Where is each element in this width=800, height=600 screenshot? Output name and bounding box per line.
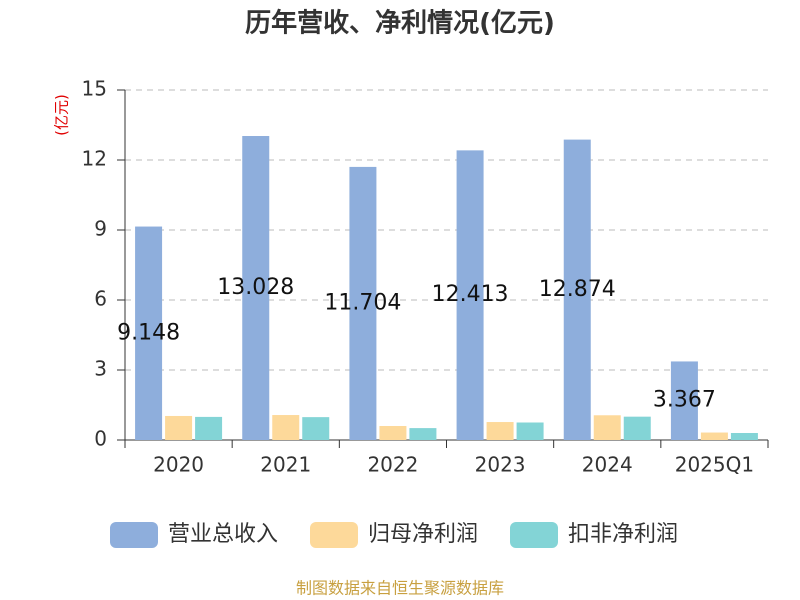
bar <box>165 415 193 440</box>
bar <box>302 417 330 440</box>
legend-label: 归母净利润 <box>368 522 478 547</box>
x-tick-label: 2023 <box>475 453 526 477</box>
y-tick-label: 3 <box>94 357 107 381</box>
x-tick-label: 2025Q1 <box>675 453 754 477</box>
chart-title: 历年营收、净利情况(亿元) <box>245 8 555 39</box>
bar <box>516 422 544 440</box>
y-tick-label: 0 <box>94 427 107 451</box>
bar <box>135 226 163 440</box>
bar <box>700 432 728 440</box>
bar <box>730 433 758 440</box>
legend-label: 扣非净利润 <box>568 522 678 547</box>
y-tick-label: 6 <box>94 287 107 311</box>
value-label: 3.367 <box>653 388 716 413</box>
bar <box>593 415 621 440</box>
value-label: 11.704 <box>324 290 401 315</box>
legend-label: 营业总收入 <box>168 522 278 547</box>
y-tick-label: 15 <box>82 77 107 101</box>
value-label: 12.874 <box>539 277 616 302</box>
bar <box>456 150 484 440</box>
y-tick-label: 9 <box>94 217 107 241</box>
value-label: 13.028 <box>217 275 294 300</box>
bar <box>623 416 651 440</box>
value-label: 12.413 <box>432 282 509 307</box>
legend-swatch <box>110 522 158 548</box>
legend-swatch <box>510 522 558 548</box>
bar <box>349 166 377 440</box>
bar <box>670 361 698 440</box>
x-tick-label: 2020 <box>153 453 204 477</box>
bar <box>409 428 437 440</box>
bar <box>379 426 407 440</box>
source-note: 制图数据来自恒生聚源数据库 <box>296 579 504 598</box>
x-tick-label: 2024 <box>582 453 633 477</box>
bar <box>272 415 300 440</box>
x-tick-label: 2022 <box>367 453 418 477</box>
bar <box>563 139 591 440</box>
legend-swatch <box>310 522 358 548</box>
bar <box>486 422 514 440</box>
y-axis-label: (亿元) <box>53 94 71 136</box>
y-tick-label: 12 <box>82 147 107 171</box>
bar <box>195 416 223 440</box>
bar <box>242 136 270 440</box>
value-label: 9.148 <box>117 320 180 345</box>
x-tick-label: 2021 <box>260 453 311 477</box>
